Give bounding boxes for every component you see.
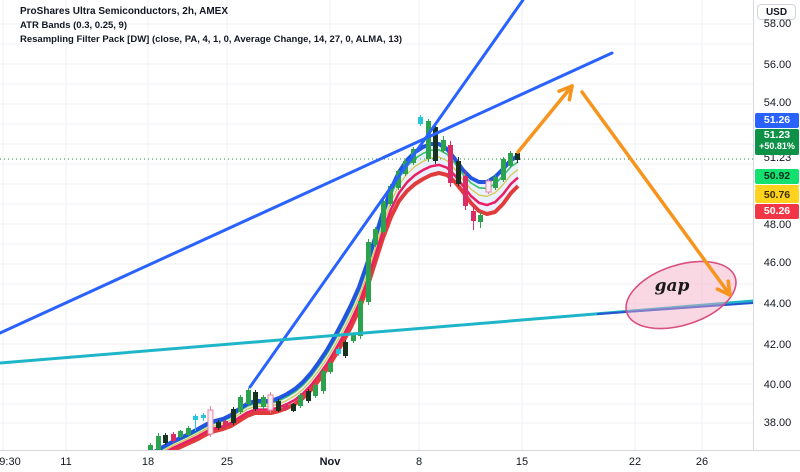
price-axis-label: 48.00 — [763, 219, 792, 231]
support-trendline-long[interactable] — [0, 51, 614, 335]
time-axis-label: 18 — [141, 456, 155, 468]
projection-arrows[interactable] — [516, 84, 732, 297]
price-badge-51.23: 51.23 +50.81% — [755, 129, 799, 155]
price-badge-50.92: 50.92 — [755, 169, 799, 184]
price-badge-hidden — [755, 185, 799, 188]
price-badge-50.26: 50.26 — [755, 204, 799, 219]
price-badge-50.76: 50.76 — [755, 188, 799, 203]
time-axis-label: 9:30 — [0, 456, 21, 468]
indicator-resampling-filter[interactable]: Resampling Filter Pack [DW] (close, PA, … — [20, 34, 403, 45]
currency-button[interactable]: USD — [757, 4, 796, 20]
price-axis-label: 40.00 — [763, 379, 792, 391]
price-axis-label: 46.00 — [763, 257, 792, 269]
steep-trendline[interactable] — [248, 0, 525, 389]
time-axis-label: 11 — [60, 456, 72, 468]
projection-up — [516, 84, 574, 154]
price-badge-51.26: 51.26 — [755, 113, 799, 128]
gap-ellipse-annotation[interactable]: gap — [618, 249, 745, 341]
time-axis-label: 26 — [695, 456, 709, 468]
short-navy-segment[interactable] — [597, 302, 753, 315]
price-axis[interactable]: USD 58.00 56.00 54.00 48.00 46.00 44.00 42.00 4… — [753, 0, 800, 450]
time-axis-label: Nov — [319, 456, 341, 468]
price-axis-label: 54.00 — [763, 97, 792, 109]
gap-label: gap — [655, 276, 690, 296]
time-axis-label: 15 — [515, 456, 529, 468]
price-axis-label: 42.00 — [763, 339, 792, 351]
grid-lines — [0, 0, 753, 450]
candlesticks — [148, 115, 520, 450]
price-axis-label: 38.00 — [763, 417, 792, 429]
chart-canvas[interactable]: gap — [0, 0, 753, 450]
price-axis-label: 56.00 — [763, 59, 792, 71]
projection-down — [580, 90, 732, 297]
last-price-plain-label: 51.23 — [763, 152, 792, 164]
price-axis-label: 58.00 — [763, 18, 792, 30]
price-pane[interactable]: gap ProShares Ultra Semiconductors, 2h, … — [0, 0, 753, 450]
symbol-title[interactable]: ProShares Ultra Semiconductors, 2h, AMEX — [20, 6, 229, 17]
time-axis[interactable]: 9:30 11 18 25 Nov 8 15 22 26 — [0, 450, 800, 472]
time-axis-label: 25 — [220, 456, 234, 468]
symbol-legend: ProShares Ultra Semiconductors, 2h, AMEX… — [20, 5, 402, 47]
indicator-atr-bands[interactable]: ATR Bands (0.3, 0.25, 9) — [20, 20, 127, 31]
time-axis-label: 8 — [415, 456, 423, 468]
time-axis-label: 22 — [628, 456, 642, 468]
price-axis-label: 44.00 — [763, 298, 792, 310]
